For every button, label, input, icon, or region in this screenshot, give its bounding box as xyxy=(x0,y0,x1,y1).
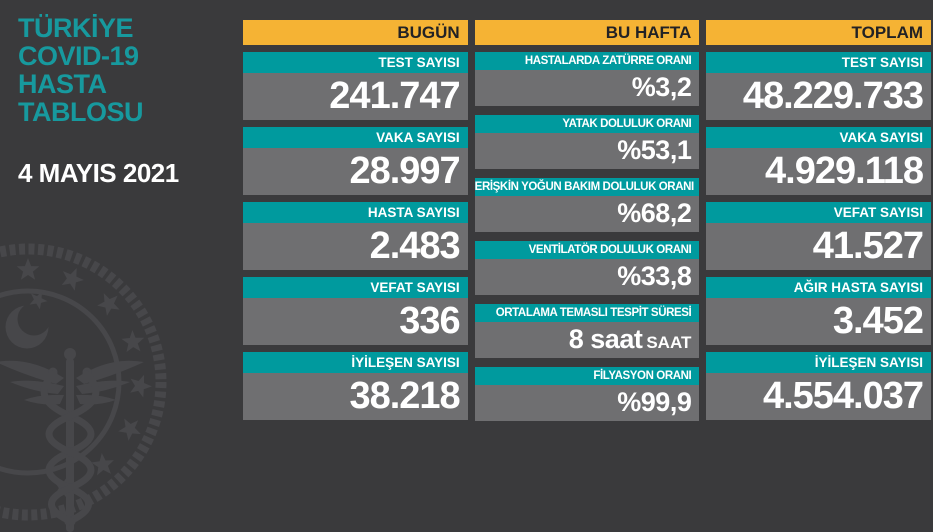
stat-label: TEST SAYISI xyxy=(243,52,468,73)
rope-ring xyxy=(0,243,167,521)
stat-label: FİLYASYON ORANI xyxy=(474,367,700,385)
stat-value-unit: SAAT xyxy=(646,333,692,352)
stat-row: HASTA SAYISI 2.483 xyxy=(243,202,468,270)
stat-value: 48.229.733 xyxy=(706,73,932,120)
stat-label: ORTALAMA TEMASLI TESPİT SÜRESİ xyxy=(474,304,700,322)
stat-label: VAKA SAYISI xyxy=(706,127,932,148)
stat-label: İYİLEŞEN SAYISI xyxy=(706,352,932,373)
stat-label: YATAK DOLULUK ORANI xyxy=(474,115,700,133)
stat-row: VEFAT SAYISI 336 xyxy=(243,277,468,345)
title-line: COVID-19 xyxy=(18,41,139,71)
stat-row: FİLYASYON ORANI %99,9 xyxy=(474,367,700,421)
stat-label: HASTALARDA ZATÜRRE ORANI xyxy=(474,52,700,70)
stat-row: ORTALAMA TEMASLI TESPİT SÜRESİ 8 saat SAA… xyxy=(474,304,700,358)
stat-label: VEFAT SAYISI xyxy=(706,202,932,223)
stat-row: İYİLEŞEN SAYISI 38.218 xyxy=(243,352,468,420)
stat-row: VENTİLATÖR DOLULUK ORANI %33,8 xyxy=(474,241,700,295)
stat-value: %53,1 xyxy=(474,133,700,169)
stat-row: VAKA SAYISI 4.929.118 xyxy=(706,127,932,195)
column-header-toplam: TOPLAM xyxy=(706,20,932,45)
stat-value: 2.483 xyxy=(243,223,468,270)
stat-label: HASTA SAYISI xyxy=(243,202,468,223)
title-line: HASTA xyxy=(18,69,107,99)
stat-value-main: 8 saat xyxy=(568,324,643,354)
stat-label: İYİLEŞEN SAYISI xyxy=(243,352,468,373)
stat-row: VEFAT SAYISI 41.527 xyxy=(706,202,932,270)
stat-value: 3.452 xyxy=(706,298,932,345)
page-title: TÜRKİYE COVID-19 HASTA TABLOSU xyxy=(18,13,144,127)
health-ministry-emblem-icon xyxy=(0,243,167,532)
column-toplam: TOPLAM TEST SAYISI 48.229.733 VAKA SAYIS… xyxy=(706,20,932,430)
stat-value: 4.554.037 xyxy=(706,373,932,420)
stat-row: AĞIR HASTA SAYISI 3.452 xyxy=(706,277,932,345)
report-date: 4 MAYIS 2021 xyxy=(18,158,179,188)
stat-row: YATAK DOLULUK ORANI %53,1 xyxy=(474,115,700,169)
stat-value: 4.929.118 xyxy=(706,148,932,195)
star-ring xyxy=(16,258,153,504)
stat-label: VEFAT SAYISI xyxy=(243,277,468,298)
column-bu-hafta: BU HAFTA HASTALARDA ZATÜRRE ORANI %3,2 Y… xyxy=(474,20,700,430)
stat-value: 41.527 xyxy=(706,223,932,270)
stats-table: BUGÜN TEST SAYISI 241.747 VAKA SAYISI 28… xyxy=(243,20,932,430)
crescent-icon xyxy=(5,305,49,349)
sidebar: TÜRKİYE COVID-19 HASTA TABLOSU 4 MAYIS 2… xyxy=(0,0,243,532)
stat-value: %99,9 xyxy=(474,385,700,421)
stat-row: ERİŞKİN YOĞUN BAKIM DOLULUK ORANI %68,2 xyxy=(474,178,700,232)
title-line: TABLOSU xyxy=(18,97,144,127)
stat-value: 8 saat SAAT xyxy=(474,322,700,358)
stat-value: 336 xyxy=(243,298,468,345)
stat-label: ERİŞKİN YOĞUN BAKIM DOLULUK ORANI xyxy=(474,178,700,196)
caduceus-icon xyxy=(0,348,144,532)
stat-value: 38.218 xyxy=(243,373,468,420)
stat-label: VAKA SAYISI xyxy=(243,127,468,148)
stat-value: 241.747 xyxy=(243,73,468,120)
stat-row: VAKA SAYISI 28.997 xyxy=(243,127,468,195)
column-bugun: BUGÜN TEST SAYISI 241.747 VAKA SAYISI 28… xyxy=(243,20,468,430)
stat-label: AĞIR HASTA SAYISI xyxy=(706,277,932,298)
stat-row: İYİLEŞEN SAYISI 4.554.037 xyxy=(706,352,932,420)
stat-row: TEST SAYISI 241.747 xyxy=(243,52,468,120)
stat-row: HASTALARDA ZATÜRRE ORANI %3,2 xyxy=(474,52,700,106)
column-header-bu-hafta: BU HAFTA xyxy=(474,20,700,45)
stat-value: %68,2 xyxy=(474,196,700,232)
stat-row: TEST SAYISI 48.229.733 xyxy=(706,52,932,120)
stat-value: 28.997 xyxy=(243,148,468,195)
column-header-bugun: BUGÜN xyxy=(243,20,468,45)
stat-value: %3,2 xyxy=(474,70,700,106)
stat-value: %33,8 xyxy=(474,259,700,295)
stat-label: TEST SAYISI xyxy=(706,52,932,73)
stat-label: VENTİLATÖR DOLULUK ORANI xyxy=(474,241,700,259)
title-line: TÜRKİYE xyxy=(18,13,134,43)
